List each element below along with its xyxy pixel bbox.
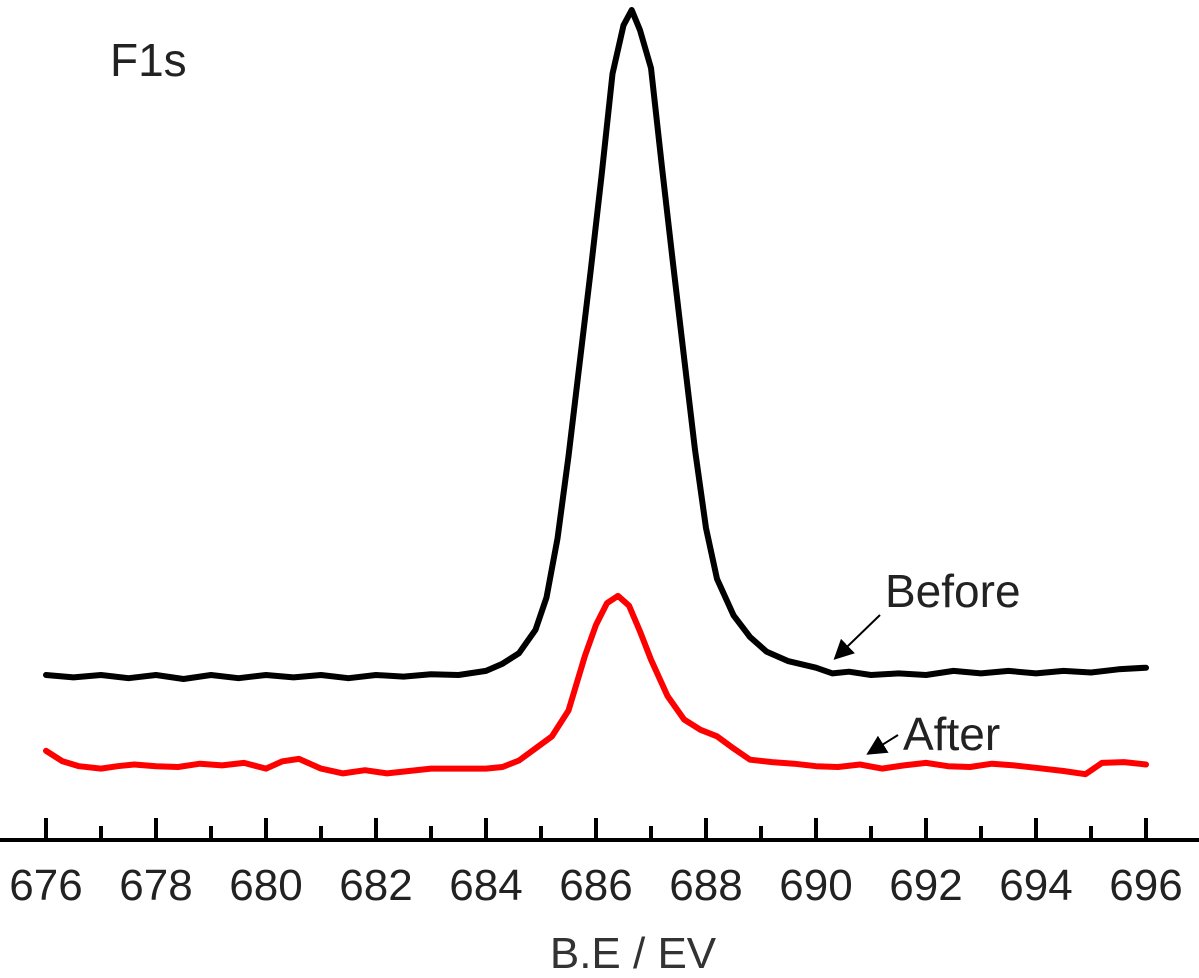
x-tick-label: 692: [889, 861, 962, 910]
annotations: Before After: [833, 565, 1021, 760]
x-tick-label: 682: [339, 861, 412, 910]
x-tick-label: 688: [669, 861, 742, 910]
x-tick-label: 678: [119, 861, 192, 910]
x-tick-label: 676: [9, 861, 82, 910]
x-tick-label: 684: [449, 861, 522, 910]
x-ticks: [44, 818, 1148, 840]
x-axis: 676 678 680 682 684 686 688 690 692 694 696: [0, 818, 1199, 910]
annotation-after-label: After: [903, 708, 1000, 760]
annotation-before-arrow: [833, 614, 881, 660]
x-tick-label: 696: [1109, 861, 1182, 910]
x-tick-label: 680: [229, 861, 302, 910]
annotation-before-label: Before: [885, 565, 1021, 617]
series-layer: [43, 7, 1149, 778]
panel-label: F1s: [110, 34, 187, 86]
series-line-before: [43, 7, 1149, 682]
annotation-after-arrow: [866, 734, 899, 755]
x-tick-label: 690: [779, 861, 852, 910]
series-line-after: [43, 592, 1149, 778]
x-axis-title: B.E / EV: [550, 929, 717, 978]
x-tick-labels: 676 678 680 682 684 686 688 690 692 694 696: [9, 861, 1182, 910]
x-tick-label: 686: [559, 861, 632, 910]
x-tick-label: 694: [999, 861, 1072, 910]
